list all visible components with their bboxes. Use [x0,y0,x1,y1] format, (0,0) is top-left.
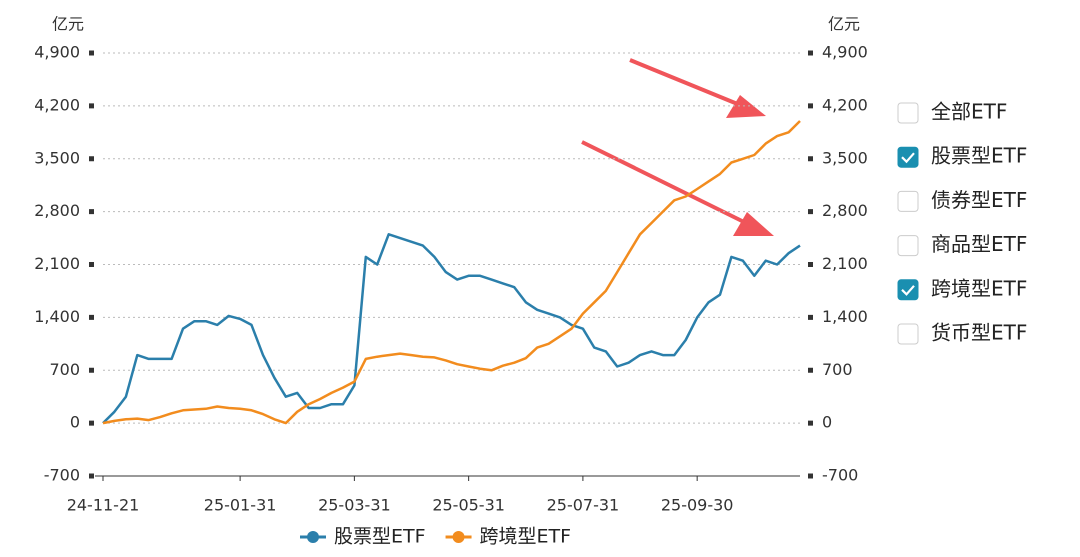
checkmark [901,152,915,164]
x-tick-label: 25-01-31 [204,496,277,515]
filter-option[interactable]: 商品型ETF [897,232,1027,257]
y-tick-label: 4,900 [34,43,80,62]
y2-tick-mark [808,314,813,320]
y2-tick-label: -700 [822,466,858,485]
filter-option[interactable]: 全部ETF [897,100,1007,124]
y-tick-label: 0 [70,413,80,432]
y-tick-mark [89,314,94,320]
y-tick-label: 1,400 [34,307,80,326]
arrow [581,140,745,224]
y2-tick-label: 2,100 [822,254,868,273]
y-tick-mark [89,50,94,56]
filter-option[interactable]: 债券型ETF [897,188,1027,212]
legend-label: 跨境型ETF [480,526,572,548]
filter-option[interactable]: 股票型ETF [897,144,1027,168]
arrow [629,58,741,107]
y2-tick-label: 4,200 [822,95,868,114]
y2-tick-mark [808,156,813,162]
y-tick-label: -700 [44,466,80,485]
x-tick-label: 25-07-31 [547,496,620,515]
y2-tick-mark [808,420,813,426]
y2-tick-mark [808,50,813,56]
checkmark [901,285,915,296]
legend-marker [307,531,319,543]
y2-tick-label: 4,900 [822,43,868,62]
filter-label: 货币型ETF [931,321,1027,345]
filter-label: 商品型ETF [931,232,1027,256]
y2-tick-label: 3,500 [822,148,868,167]
checkbox [897,235,919,257]
legend-marker [452,531,465,543]
checkbox [897,146,919,168]
y-tick-label: 3,500 [34,148,80,167]
filter-label: 跨境型ETF [931,276,1027,300]
y-tick-mark [89,473,94,479]
y2-tick-mark [808,103,813,109]
y2-tick-mark [808,262,813,267]
y2-tick-mark [808,473,813,479]
y-tick-mark [89,367,94,373]
checkbox [897,323,919,345]
arrow-head [733,212,774,236]
filter-option[interactable]: 跨境型ETF [897,276,1027,301]
y2-tick-label: 0 [822,413,832,432]
y-tick-mark [89,262,94,267]
checkbox [897,190,919,212]
x-tick-label: 25-03-31 [318,496,391,515]
x-tick-label: 25-09-30 [661,496,734,515]
filter-label: 全部ETF [931,100,1007,124]
annotation-arrows [581,58,774,236]
x-tick-label: 25-05-31 [432,496,505,515]
line [102,233,801,424]
y-tick-label: 2,800 [34,201,80,220]
y2-tick-mark [808,367,813,373]
y-tick-label: 2,100 [34,254,80,273]
y-tick-label: 4,200 [34,95,80,114]
y2-tick-label: 2,800 [822,201,868,220]
legend-label: 股票型ETF [334,526,426,548]
y2-tick-label: 700 [822,360,853,379]
checkbox [897,279,919,301]
filter-label: 债券型ETF [931,188,1027,212]
y2-axis-label: 亿元 [828,15,860,34]
line [102,120,801,425]
y2-tick-label: 1,400 [822,307,868,326]
y2-tick-mark [808,209,813,215]
y-tick-mark [89,156,94,162]
filter-label: 股票型ETF [931,144,1027,168]
y-tick-mark [89,209,94,215]
arrow-head [726,95,766,118]
y-axis-label: 亿元 [52,15,84,34]
y-tick-label: 700 [49,360,80,379]
y-tick-mark [89,103,94,109]
filter-option[interactable]: 货币型ETF [897,321,1027,345]
y-tick-mark [89,420,94,426]
x-tick-label: 24-11-21 [67,496,140,515]
checkbox [897,102,919,124]
